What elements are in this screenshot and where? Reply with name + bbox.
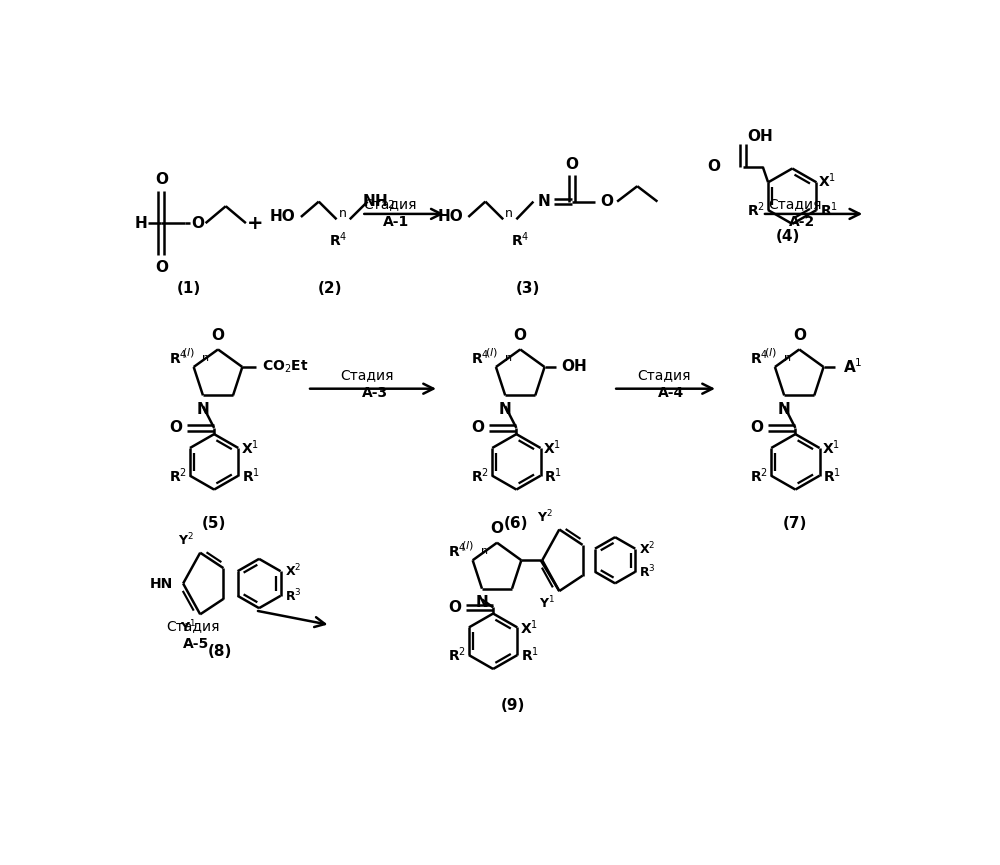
Text: OH: OH	[561, 360, 587, 375]
Text: А-2: А-2	[788, 215, 815, 228]
Text: O: O	[212, 328, 224, 343]
Text: O: O	[490, 522, 504, 536]
Text: X$^2$: X$^2$	[285, 563, 301, 580]
Text: O: O	[514, 328, 527, 343]
Text: X$^1$: X$^1$	[520, 618, 538, 637]
Text: O: O	[566, 157, 579, 172]
Text: X$^1$: X$^1$	[241, 439, 259, 458]
Text: R$^4$: R$^4$	[329, 231, 347, 249]
Text: n: n	[784, 353, 791, 363]
Text: (4): (4)	[775, 228, 800, 244]
Text: +: +	[247, 214, 263, 233]
Text: (8): (8)	[208, 644, 233, 659]
Text: n: n	[481, 547, 488, 556]
Text: N: N	[499, 401, 512, 417]
Text: CO$_2$Et: CO$_2$Et	[262, 359, 308, 375]
Text: HN: HN	[150, 576, 173, 591]
Text: R$^2$: R$^2$	[747, 201, 765, 220]
Text: Y$^2$: Y$^2$	[537, 509, 553, 525]
Text: H: H	[134, 215, 147, 231]
Text: O: O	[155, 260, 168, 274]
Text: R$^1$: R$^1$	[820, 201, 838, 220]
Text: X$^1$: X$^1$	[822, 439, 840, 458]
Text: Y$^1$: Y$^1$	[180, 618, 196, 635]
Text: R$^2$: R$^2$	[448, 646, 466, 664]
Text: R$^1$: R$^1$	[823, 466, 841, 485]
Text: Стадия: Стадия	[363, 197, 417, 211]
Text: O: O	[471, 420, 484, 435]
Text: ($\it{l}$): ($\it{l}$)	[461, 539, 474, 552]
Text: Стадия: Стадия	[340, 368, 394, 381]
Text: Стадия: Стадия	[166, 618, 220, 633]
Text: (9): (9)	[500, 698, 525, 713]
Text: R$^4$: R$^4$	[511, 231, 529, 249]
Text: X$^1$: X$^1$	[818, 171, 836, 190]
Text: O: O	[448, 600, 461, 615]
Text: (5): (5)	[202, 516, 226, 531]
Text: O: O	[600, 194, 613, 209]
Text: n: n	[202, 353, 209, 363]
Text: А-5: А-5	[183, 637, 209, 650]
Text: X$^1$: X$^1$	[543, 439, 561, 458]
Text: R$^2$: R$^2$	[471, 466, 489, 485]
Text: O: O	[793, 328, 806, 343]
Text: O: O	[750, 420, 763, 435]
Text: n: n	[505, 353, 512, 363]
Text: Y$^1$: Y$^1$	[539, 595, 555, 612]
Text: A$^1$: A$^1$	[843, 357, 863, 376]
Text: А-4: А-4	[658, 386, 684, 400]
Text: n: n	[505, 208, 513, 221]
Text: N: N	[538, 194, 551, 209]
Text: OH: OH	[748, 129, 773, 144]
Text: (7): (7)	[783, 516, 808, 531]
Text: HO: HO	[438, 209, 463, 225]
Text: (2): (2)	[318, 281, 343, 296]
Text: R$^4$: R$^4$	[750, 349, 769, 367]
Text: N: N	[778, 401, 791, 417]
Text: HO: HO	[269, 209, 295, 225]
Text: N: N	[197, 401, 209, 417]
Text: R$^4$: R$^4$	[448, 541, 466, 561]
Text: O: O	[708, 159, 720, 175]
Text: Стадия: Стадия	[637, 368, 690, 381]
Text: ($\it{l}$): ($\it{l}$)	[182, 345, 195, 359]
Text: O: O	[155, 172, 168, 187]
Text: R$^3$: R$^3$	[285, 587, 301, 604]
Text: (1): (1)	[176, 281, 201, 296]
Text: R$^1$: R$^1$	[242, 466, 260, 485]
Text: А-3: А-3	[361, 386, 388, 400]
Text: N: N	[476, 595, 488, 610]
Text: Стадия: Стадия	[769, 197, 822, 211]
Text: R$^2$: R$^2$	[169, 466, 187, 485]
Text: R$^4$: R$^4$	[169, 349, 187, 367]
Text: R$^2$: R$^2$	[750, 466, 768, 485]
Text: (3): (3)	[516, 281, 540, 296]
Text: R$^4$: R$^4$	[471, 349, 490, 367]
Text: R$^1$: R$^1$	[544, 466, 562, 485]
Text: R$^3$: R$^3$	[639, 563, 656, 580]
Text: А-1: А-1	[383, 215, 409, 228]
Text: ($\it{l}$): ($\it{l}$)	[485, 345, 497, 359]
Text: X$^2$: X$^2$	[639, 541, 656, 557]
Text: (6): (6)	[504, 516, 529, 531]
Text: O: O	[191, 215, 204, 231]
Text: R$^1$: R$^1$	[521, 646, 539, 664]
Text: Y$^2$: Y$^2$	[178, 532, 194, 548]
Text: O: O	[169, 420, 182, 435]
Text: n: n	[339, 208, 347, 221]
Text: ($\it{l}$): ($\it{l}$)	[764, 345, 776, 359]
Text: NH$_2$: NH$_2$	[362, 192, 395, 211]
